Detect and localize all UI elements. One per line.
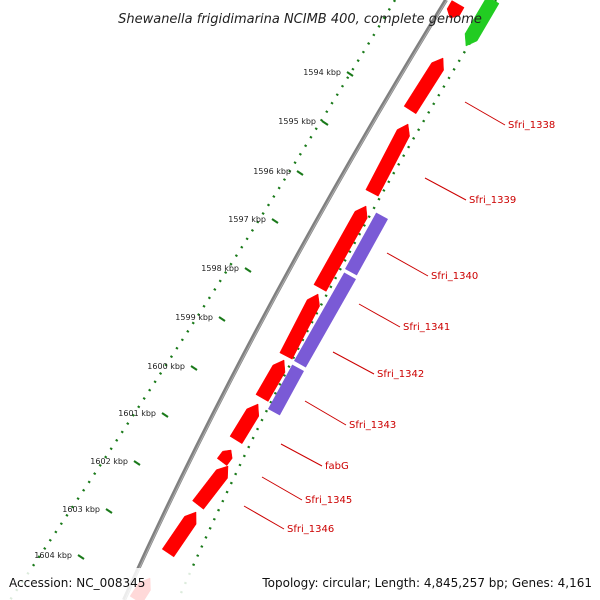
kbp-tick-mark [271,218,279,224]
kbp-tick-mark [105,508,113,514]
kbp-tick-label: 1594 kbp [303,68,341,77]
kbp-tick-label: 1601 kbp [118,409,156,418]
feature-fabG [216,449,233,466]
gene-label-leader [464,101,506,126]
gene-label: Sfri_1345 [305,495,352,506]
feature-layer [129,0,500,600]
feature-reverse-1 [344,212,389,276]
kbp-tick-label: 1595 kbp [278,117,316,126]
kbp-tick-label: 1604 kbp [34,551,72,560]
kbp-tick-label: 1602 kbp [90,457,128,466]
gene-label-leader [304,400,347,426]
gene-label-leader [332,351,375,375]
genome-backbone-highlight [124,0,448,600]
footer-background [0,568,600,600]
feature-green-1 [464,0,500,47]
gene-label: Sfri_1342 [377,369,424,380]
gene-label: Sfri_1343 [349,420,396,431]
gene-label-leader [280,443,323,467]
kbp-tick-label: 1599 kbp [175,313,213,322]
feature-sfri-1345 [192,465,229,510]
feature-sfri-1342 [255,359,286,402]
kbp-tick-mark [346,71,354,77]
gene-label: Sfri_1338 [508,120,555,131]
kbp-tick-mark [190,365,198,371]
feature-sfri-1340 [313,205,368,292]
feature-sfri-1343 [229,403,260,445]
kbp-tick-label: 1598 kbp [201,264,239,273]
feature-sfri-1341 [279,293,320,360]
kbp-tick-mark [244,267,252,273]
feature-sfri-1346 [161,511,197,558]
feature-sfri-1339 [365,123,410,197]
inner-tick-ring [176,0,498,600]
kbp-tick-label: 1597 kbp [228,215,266,224]
accession-text: Accession: NC_008345 [9,576,145,590]
gene-label: Sfri_1341 [403,322,450,333]
gene-label-leader [261,476,303,501]
kbp-tick-mark [161,412,169,418]
genome-backbone [122,0,448,600]
kbp-tick-label: 1600 kbp [147,362,185,371]
feature-sfri-1337 [446,0,465,19]
gene-label-layer: Sfri_1338 Sfri_1339 Sfri_1340 Sfri_1341 Sfri… [243,101,555,535]
kbp-tick-mark [296,170,304,176]
kbp-tick-mark [77,554,85,560]
kbp-tick-mark [218,316,226,322]
kbp-tick-layer: 1594 kbp 1595 kbp 1596 kbp 1597 kbp 1598 kbp… [34,68,354,560]
kbp-tick-label: 1603 kbp [62,505,100,514]
gene-label: Sfri_1346 [287,524,334,535]
kbp-tick-label: 1596 kbp [253,167,291,176]
feature-reverse-2 [293,272,357,368]
gene-label-leader [358,303,401,328]
gene-label-leader [386,252,429,277]
map-title: Shewanella frigidimarina NCIMB 400, comp… [118,12,482,27]
gene-label-leader [424,177,467,201]
feature-sfri-1338 [403,57,444,115]
gene-label-leader [243,505,285,530]
kbp-tick-mark [133,460,141,466]
feature-reverse-3 [267,364,305,416]
kbp-tick-mark [321,120,329,126]
topology-text: Topology: circular; Length: 4,845,257 bp… [261,576,592,590]
gene-label: Sfri_1339 [469,195,516,206]
gene-label: Sfri_1340 [431,271,478,282]
gene-label: fabG [325,461,349,472]
